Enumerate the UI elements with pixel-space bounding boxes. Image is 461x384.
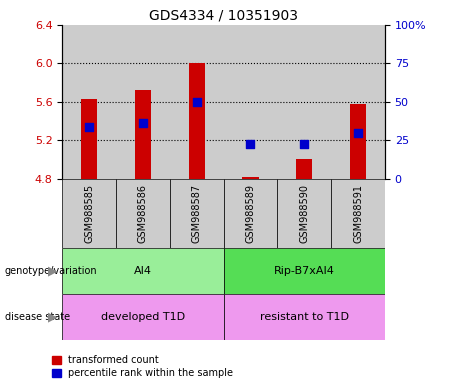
Bar [116, 25, 170, 179]
Bar [62, 25, 116, 179]
Bar [224, 248, 385, 294]
Point [139, 120, 147, 126]
Text: GSM988589: GSM988589 [245, 184, 255, 243]
Bar [350, 104, 366, 179]
Bar [62, 179, 116, 248]
Bar [278, 179, 331, 248]
Bar [170, 179, 224, 248]
Text: ▶: ▶ [48, 264, 58, 277]
Bar [170, 25, 224, 179]
Point [247, 141, 254, 147]
Text: GSM988590: GSM988590 [299, 184, 309, 243]
Bar [296, 159, 313, 179]
Bar [81, 99, 97, 179]
Text: resistant to T1D: resistant to T1D [260, 312, 349, 322]
Bar [135, 90, 151, 179]
Bar [116, 179, 170, 248]
Point [355, 130, 362, 136]
Bar [62, 294, 224, 340]
Bar [62, 248, 224, 294]
Bar [224, 25, 278, 179]
Text: ▶: ▶ [48, 310, 58, 323]
Bar [242, 177, 259, 179]
Text: AI4: AI4 [134, 266, 152, 276]
Text: GSM988585: GSM988585 [84, 184, 94, 243]
Point [301, 141, 308, 147]
Point [193, 99, 201, 105]
Text: GSM988591: GSM988591 [353, 184, 363, 243]
Text: developed T1D: developed T1D [101, 312, 185, 322]
Text: GSM988586: GSM988586 [138, 184, 148, 243]
Bar [278, 25, 331, 179]
Point [85, 124, 93, 130]
Text: Rip-B7xAI4: Rip-B7xAI4 [274, 266, 335, 276]
Text: disease state: disease state [5, 312, 70, 322]
Bar [224, 179, 278, 248]
Legend: transformed count, percentile rank within the sample: transformed count, percentile rank withi… [51, 354, 235, 379]
Bar [224, 294, 385, 340]
Bar [331, 25, 385, 179]
Title: GDS4334 / 10351903: GDS4334 / 10351903 [149, 8, 298, 22]
Bar [189, 63, 205, 179]
Text: genotype/variation: genotype/variation [5, 266, 97, 276]
Bar [331, 179, 385, 248]
Text: GSM988587: GSM988587 [192, 184, 202, 243]
